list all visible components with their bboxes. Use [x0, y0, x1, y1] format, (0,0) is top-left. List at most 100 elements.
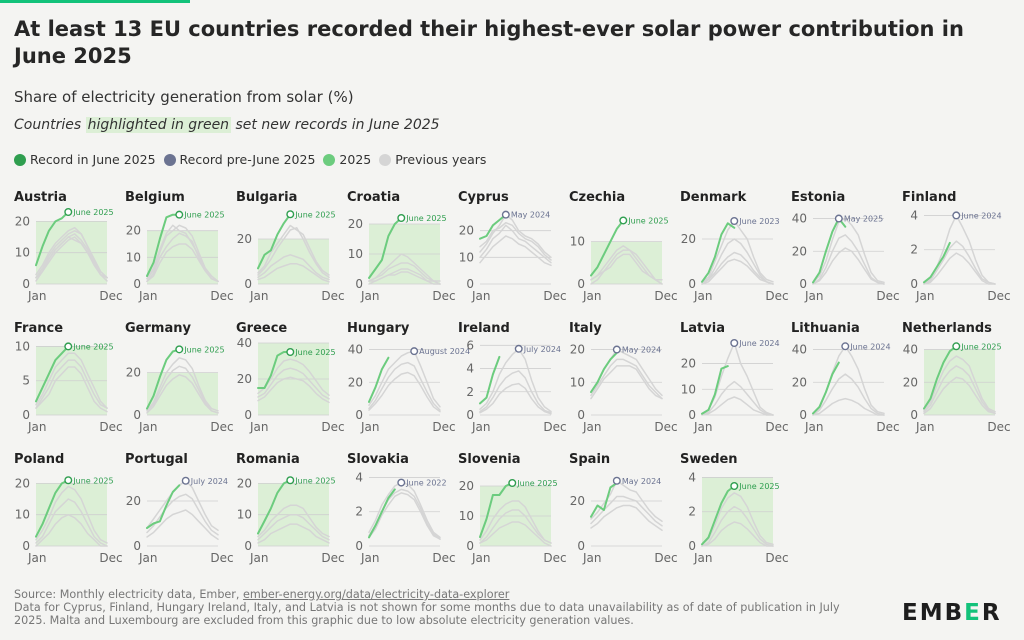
x-tick-label: Dec [99, 551, 122, 565]
y-tick-label: 0 [688, 408, 696, 422]
series-line-previous-year [590, 480, 663, 523]
panel-title: Poland [14, 452, 64, 467]
y-tick-label: 0 [799, 408, 807, 422]
series-line-previous-year [923, 240, 996, 285]
x-tick-label: Jan [471, 289, 491, 303]
record-marker [64, 342, 73, 351]
x-tick-label: Jan [582, 551, 602, 565]
series-line-previous-year [257, 523, 330, 544]
y-tick-label: 5 [22, 374, 30, 388]
series-line-2025 [35, 211, 70, 267]
panel-title: Hungary [347, 321, 410, 336]
source-link[interactable]: ember-energy.org/data/electricity-data-e… [243, 588, 510, 601]
y-tick-label: 0 [355, 539, 363, 553]
record-marker [952, 342, 961, 351]
record-marker [64, 476, 73, 485]
record-label: May 2024 [622, 346, 661, 355]
y-tick-label: 20 [126, 494, 141, 508]
series-line-2025 [590, 482, 618, 518]
legend-label: 2025 [339, 152, 372, 167]
record-label: June 2023 [738, 217, 779, 226]
y-tick-label: 10 [126, 250, 141, 264]
record-marker [514, 344, 523, 353]
series-line-previous-year [35, 366, 108, 413]
series-line-previous-year [923, 252, 996, 285]
series-line-2025 [701, 365, 729, 415]
y-tick-label: 2 [466, 385, 474, 399]
panel-estonia: Estonia 0 20 40 Jan Dec May 2025 [791, 190, 900, 303]
series-line-previous-year [35, 485, 108, 544]
y-tick-label: 10 [570, 235, 585, 249]
panel-belgium: Belgium 0 10 20 Jan Dec June 2025 [125, 190, 234, 303]
y-tick-label: 0 [910, 408, 918, 422]
record-label: May 2024 [622, 477, 661, 486]
series-line-previous-year [590, 365, 663, 400]
panel-netherlands: Netherlands 0 20 40 Jan Dec June 2025 [902, 321, 1011, 434]
y-tick-label: 10 [15, 508, 30, 522]
record-marker [286, 348, 295, 357]
series-line-previous-year [257, 367, 330, 400]
series-line-previous-year [146, 243, 219, 283]
series-line-previous-year [923, 365, 996, 415]
x-tick-label: Dec [321, 420, 344, 434]
record-marker [834, 214, 843, 223]
series-line-previous-year [812, 373, 885, 416]
record-label: June 2025 [72, 476, 113, 485]
record-marker [410, 347, 419, 356]
record-marker [175, 345, 184, 354]
y-tick-label: 2 [355, 505, 363, 519]
series-line-previous-year [257, 254, 330, 281]
y-tick-label: 10 [237, 508, 252, 522]
record-marker [64, 207, 73, 216]
series-line-previous-year [701, 238, 774, 285]
record-marker [612, 476, 621, 485]
y-tick-label: 4 [688, 470, 696, 484]
y-tick-label: 0 [577, 539, 585, 553]
y-tick-label: 20 [570, 494, 585, 508]
panel-ireland: Ireland 0 2 4 6 Jan Dec July 2024 [458, 321, 567, 434]
x-tick-label: Jan [693, 551, 713, 565]
series-line-previous-year [146, 357, 219, 412]
panel-czechia: Czechia 0 10 Jan Dec June 2025 [569, 190, 678, 303]
record-label: June 2025 [516, 479, 557, 488]
panel-poland: Poland 0 10 20 Jan Dec June 2025 [14, 452, 123, 565]
y-tick-label: 40 [348, 343, 363, 357]
series-line-previous-year [701, 380, 774, 416]
series-line-previous-year [479, 370, 552, 414]
x-tick-label: Jan [138, 420, 158, 434]
x-tick-label: Dec [654, 420, 677, 434]
highlight-note: Countries highlighted in green set new r… [14, 117, 440, 133]
y-tick-label: 0 [688, 539, 696, 553]
record-label: June 2025 [294, 476, 335, 485]
legend-dot-icon [323, 153, 336, 166]
x-tick-label: Dec [876, 420, 899, 434]
x-tick-label: Dec [432, 551, 455, 565]
series-line-previous-year [812, 217, 885, 284]
series-line-previous-year [368, 253, 441, 282]
y-tick-label: 0 [688, 277, 696, 291]
panel-austria: Austria 0 10 20 Jan Dec June 2025 [14, 190, 123, 303]
y-tick-label: 20 [903, 375, 918, 389]
x-tick-label: Jan [471, 420, 491, 434]
series-line-previous-year [368, 350, 441, 408]
panel-title: Denmark [680, 190, 747, 205]
record-label: June 2025 [960, 342, 1001, 351]
panel-slovakia: Slovakia 0 2 4 Jan Dec June 2022 [347, 452, 456, 565]
series-line-previous-year [368, 271, 441, 285]
legend-item-previous-years: Previous years [379, 152, 486, 167]
record-label: May 2025 [844, 215, 883, 224]
x-tick-label: Jan [471, 551, 491, 565]
x-tick-label: Dec [99, 289, 122, 303]
y-tick-label: 0 [466, 539, 474, 553]
series-line-previous-year [812, 397, 885, 416]
y-tick-label: 20 [570, 343, 585, 357]
y-tick-label: 0 [133, 539, 141, 553]
x-tick-label: Jan [360, 551, 380, 565]
y-tick-label: 0 [577, 408, 585, 422]
y-tick-label: 0 [244, 408, 252, 422]
y-tick-label: 20 [237, 372, 252, 386]
panel-germany: Germany 0 20 Jan Dec June 2025 [125, 321, 234, 434]
series-line-previous-year [257, 376, 330, 404]
series-line-previous-year [257, 513, 330, 541]
